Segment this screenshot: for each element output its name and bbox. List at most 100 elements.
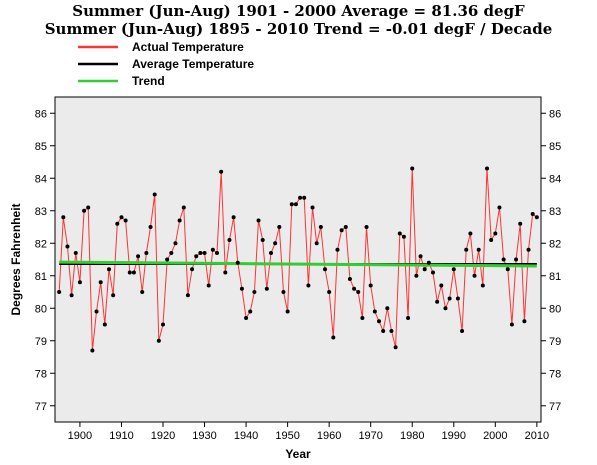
data-point	[231, 215, 236, 220]
data-point	[94, 309, 99, 314]
data-point	[414, 273, 419, 278]
data-point	[119, 215, 124, 220]
data-point	[281, 290, 286, 294]
data-point	[410, 166, 415, 171]
data-point	[352, 286, 357, 291]
data-point	[165, 257, 170, 262]
data-point	[323, 267, 327, 272]
data-point	[152, 192, 157, 197]
data-point	[447, 296, 452, 301]
data-point	[343, 225, 348, 229]
data-point	[406, 316, 411, 320]
data-point	[385, 306, 390, 311]
data-point	[327, 290, 332, 294]
data-point	[264, 286, 269, 291]
x-tick-label: 1930	[192, 430, 216, 442]
y-tick-label-left: 81	[35, 271, 47, 283]
x-tick-label: 1970	[358, 430, 382, 442]
data-point	[455, 296, 460, 301]
data-point	[219, 169, 224, 174]
y-tick-label-left: 83	[35, 206, 47, 218]
data-point	[61, 215, 66, 220]
data-point	[422, 267, 427, 272]
legend-label: Actual Temperature	[132, 40, 244, 54]
data-point	[131, 270, 136, 275]
y-tick-label-right: 79	[549, 336, 561, 348]
data-point	[185, 293, 190, 298]
data-point	[252, 290, 257, 294]
data-point	[140, 290, 145, 294]
x-axis-title: Year	[285, 447, 311, 461]
data-point	[439, 283, 444, 288]
y-tick-label-left: 84	[35, 173, 47, 185]
data-point	[248, 309, 253, 314]
data-point	[227, 238, 232, 242]
data-point	[289, 202, 294, 207]
x-tick-label: 1910	[109, 430, 133, 442]
x-tick-label: 1920	[151, 430, 175, 442]
y-tick-label-right: 77	[549, 401, 561, 413]
data-point	[198, 251, 203, 255]
y-tick-label-right: 85	[549, 141, 561, 153]
data-point	[169, 251, 174, 255]
data-point	[273, 241, 278, 246]
data-point	[173, 241, 178, 246]
data-point	[136, 254, 141, 259]
x-tick-label: 1940	[234, 430, 258, 442]
data-point	[489, 238, 494, 242]
data-point	[364, 225, 369, 229]
data-point	[260, 238, 265, 242]
y-tick-label-right: 84	[549, 173, 561, 185]
data-point	[215, 251, 219, 255]
data-point	[360, 316, 365, 320]
data-point	[509, 322, 514, 327]
chart-title-line2: Summer (Jun-Aug) 1895 - 2010 Trend = -0.…	[44, 20, 553, 38]
data-point	[102, 322, 107, 327]
data-point	[210, 247, 215, 252]
data-point	[302, 195, 307, 200]
data-point	[518, 221, 523, 226]
data-point	[269, 251, 273, 255]
x-tick-label: 1980	[400, 430, 424, 442]
data-point	[534, 215, 539, 220]
data-point	[389, 329, 394, 333]
data-point	[148, 225, 153, 229]
x-tick-label: 1950	[275, 430, 299, 442]
data-point	[177, 218, 182, 223]
y-tick-label-right: 82	[549, 238, 561, 250]
data-point	[431, 270, 435, 275]
y-tick-label-right: 83	[549, 206, 561, 218]
data-point	[156, 338, 161, 343]
data-point	[368, 283, 373, 288]
data-point	[372, 309, 377, 314]
trend-line	[59, 260, 537, 268]
data-point	[339, 228, 344, 233]
data-point	[426, 260, 431, 265]
data-point	[472, 273, 477, 278]
data-point	[107, 267, 111, 272]
data-point	[244, 316, 249, 320]
data-point	[111, 293, 116, 298]
y-tick-label-left: 82	[35, 238, 47, 250]
data-point	[298, 195, 303, 200]
data-point	[331, 335, 336, 340]
data-point	[397, 231, 402, 236]
legend-label: Average Temperature	[132, 57, 254, 71]
y-tick-label-left: 79	[35, 336, 47, 348]
data-point	[194, 254, 199, 259]
chart-title-line1: Summer (Jun-Aug) 1901 - 2000 Average = 8…	[72, 2, 525, 20]
data-point	[505, 267, 510, 272]
y-tick-label-left: 80	[35, 303, 47, 315]
data-point	[65, 244, 70, 249]
data-point	[82, 208, 87, 213]
data-point	[381, 329, 386, 333]
data-point	[73, 251, 78, 255]
data-point	[464, 247, 469, 252]
data-point	[69, 293, 74, 298]
data-point	[480, 283, 485, 288]
y-tick-label-left: 85	[35, 141, 47, 153]
data-point	[314, 241, 319, 246]
x-tick-label: 2000	[483, 430, 507, 442]
data-point	[256, 218, 261, 223]
